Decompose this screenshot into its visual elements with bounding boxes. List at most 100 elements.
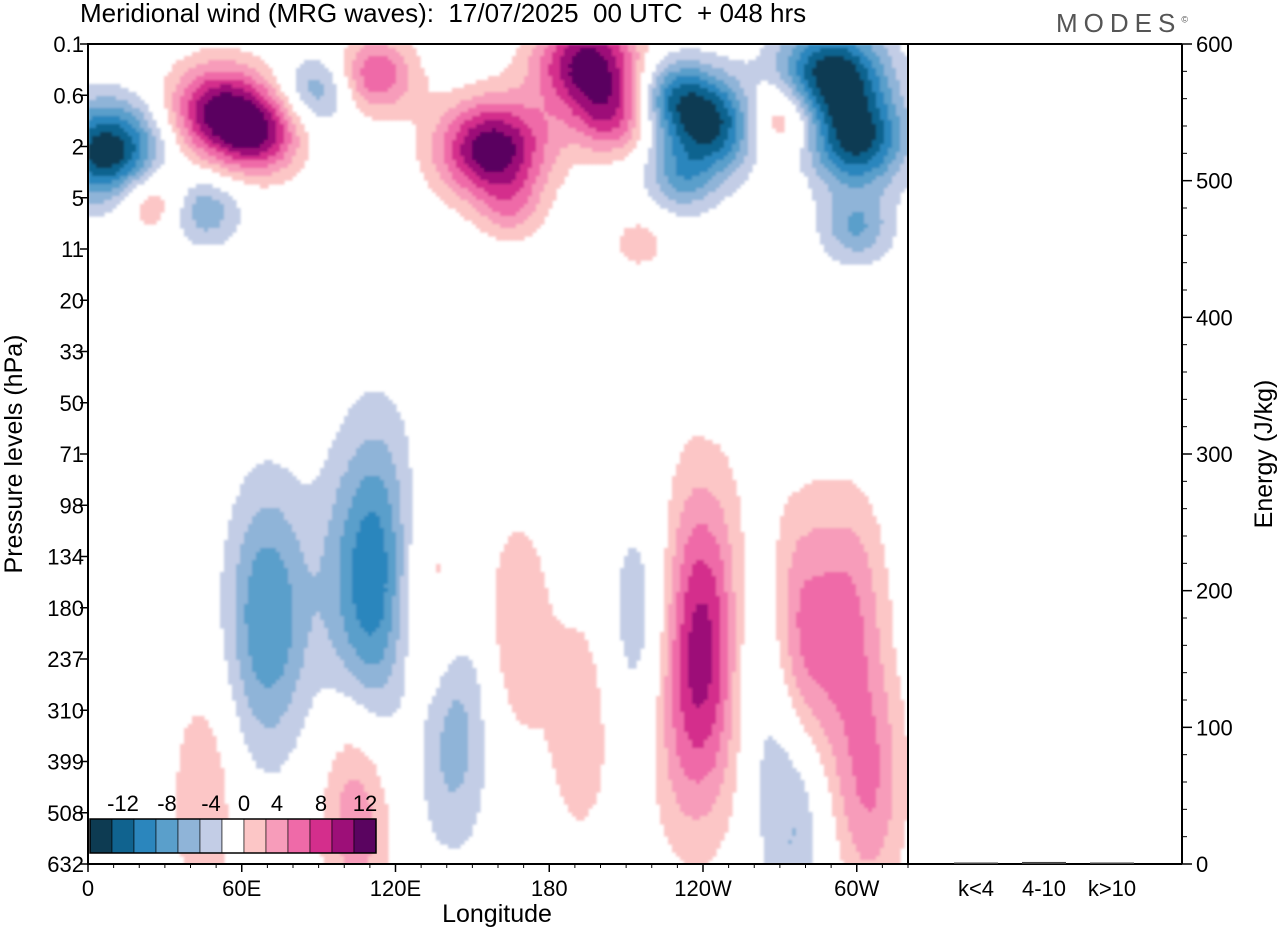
wind-cell (164, 76, 169, 81)
wind-cell (816, 84, 821, 89)
wind-cell (208, 48, 213, 53)
wind-cell (632, 116, 637, 121)
wind-cell (612, 116, 617, 121)
wind-cell (576, 132, 581, 137)
wind-cell (496, 92, 501, 97)
wind-cell (488, 152, 493, 157)
wind-cell (568, 112, 573, 117)
wind-cell (764, 76, 769, 81)
wind-cell (568, 80, 573, 85)
wind-cell (216, 84, 221, 89)
wind-cell (596, 152, 601, 157)
wind-cell (524, 144, 529, 149)
wind-cell (804, 124, 809, 129)
wind-cell (892, 156, 897, 161)
wind-cell (652, 144, 657, 149)
wind-cell (400, 96, 405, 101)
wind-cell (252, 64, 257, 69)
wind-cell (576, 92, 581, 97)
wind-cell (600, 76, 605, 81)
wind-cell (96, 84, 101, 89)
wind-cell (444, 120, 449, 125)
wind-cell (208, 112, 213, 117)
wind-cell (316, 68, 321, 73)
wind-cell (700, 88, 705, 93)
wind-cell (780, 84, 785, 89)
wind-cell (820, 132, 825, 137)
wind-cell (592, 116, 597, 121)
wind-cell (424, 164, 429, 169)
wind-cell (436, 116, 441, 121)
wind-cell (188, 140, 193, 145)
wind-cell (792, 60, 797, 65)
wind-cell (856, 112, 861, 117)
wind-cell (872, 72, 877, 77)
wind-cell (584, 116, 589, 121)
wind-cell (152, 136, 157, 141)
wind-cell (680, 132, 685, 137)
wind-cell (468, 164, 473, 169)
wind-cell (860, 88, 865, 93)
wind-cell (552, 132, 557, 137)
wind-cell (444, 140, 449, 145)
wind-cell (152, 164, 157, 169)
wind-cell (532, 144, 537, 149)
wind-cell (736, 84, 741, 89)
wind-cell (884, 96, 889, 101)
wind-cell (280, 100, 285, 105)
wind-cell (664, 148, 669, 153)
wind-cell (680, 128, 685, 133)
wind-cell (388, 92, 393, 97)
wind-cell (720, 136, 725, 141)
wind-cell (156, 140, 161, 145)
wind-cell (516, 60, 521, 65)
wind-cell (876, 108, 881, 113)
wind-cell (904, 120, 908, 125)
wind-cell (804, 72, 809, 77)
wind-cell (136, 164, 141, 169)
wind-cell (532, 108, 537, 113)
wind-cell (664, 156, 669, 161)
wind-cell (868, 112, 873, 117)
wind-cell (832, 72, 837, 77)
wind-cell (596, 72, 601, 77)
wind-cell (668, 152, 673, 157)
wind-cell (824, 156, 829, 161)
wind-cell (500, 148, 505, 153)
wind-cell (148, 172, 153, 177)
wind-cell (512, 60, 517, 65)
wind-cell (408, 84, 413, 89)
wind-cell (744, 124, 749, 129)
wind-cell (200, 144, 205, 149)
wind-cell (816, 48, 821, 53)
wind-cell (820, 144, 825, 149)
wind-cell (308, 100, 313, 105)
wind-cell (716, 84, 721, 89)
wind-cell (492, 88, 497, 93)
wind-cell (140, 108, 145, 113)
wind-cell (516, 128, 521, 133)
wind-cell (736, 60, 741, 65)
wind-cell (472, 116, 477, 121)
wind-cell (652, 128, 657, 133)
wind-cell (536, 152, 541, 157)
wind-cell (392, 44, 397, 49)
wind-cell (512, 76, 517, 81)
wind-cell (796, 52, 801, 57)
wind-cell (212, 56, 217, 61)
wind-cell (228, 164, 233, 169)
wind-cell (744, 112, 749, 117)
wind-cell (712, 140, 717, 145)
wind-cell (904, 112, 908, 117)
wind-cell (748, 140, 753, 145)
wind-cell (684, 108, 689, 113)
wind-cell (188, 96, 193, 101)
wind-cell (688, 56, 693, 61)
wind-cell (472, 120, 477, 125)
wind-cell (836, 52, 841, 57)
wind-cell (752, 120, 757, 125)
wind-cell (304, 140, 309, 145)
wind-cell (868, 84, 873, 89)
wind-cell (372, 88, 377, 93)
wind-cell (580, 72, 585, 77)
